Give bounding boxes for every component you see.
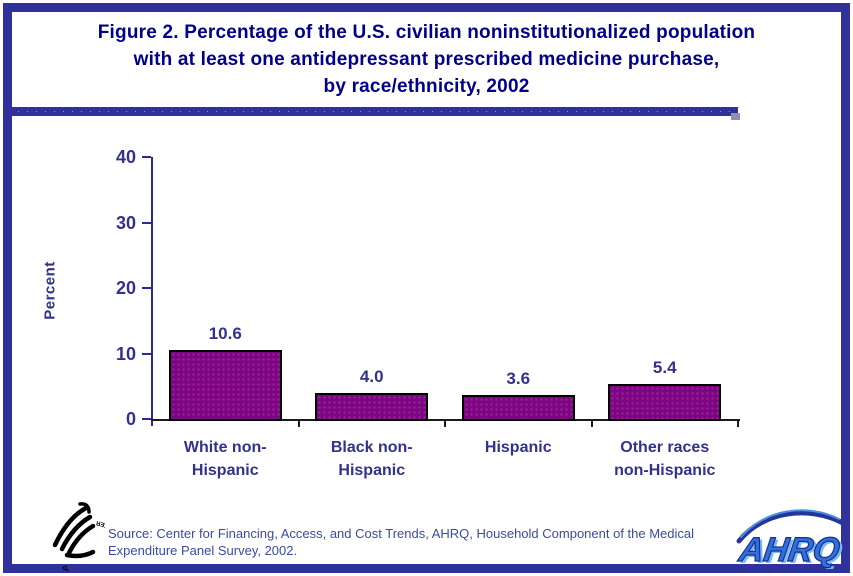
bar-value-label: 3.6: [506, 369, 531, 389]
bar-value-label: 10.6: [208, 323, 242, 343]
y-axis-tick: [142, 156, 151, 158]
ahrq-wordmark-shadow: AHRQ: [738, 533, 844, 569]
ahrq-swoosh-highlight-icon: [740, 509, 840, 538]
x-axis-tick: [297, 419, 300, 427]
figure-title: Figure 2. Percentage of the U.S. civilia…: [24, 19, 829, 100]
y-axis-tick-label: 10: [115, 343, 136, 364]
source-note: Source: Center for Financing, Access, an…: [108, 525, 748, 559]
hhs-logo: DEPARTMENT OF HEALTH & HUMAN SERVICES • …: [23, 495, 105, 571]
x-axis-tick: [590, 419, 593, 427]
x-axis-category-label: White non- Hispanic: [143, 436, 307, 482]
x-axis-tick: [444, 419, 446, 427]
hhs-eagle-icon: [52, 502, 96, 559]
title-divider-shadow: [731, 113, 740, 120]
bar-value-label: 4.0: [359, 366, 384, 386]
bar-black-non-hispanic: [315, 392, 429, 421]
y-axis-tick-label: 30: [115, 212, 136, 233]
x-axis-category-label-line: Hispanic: [191, 462, 259, 479]
x-axis-tick: [737, 419, 739, 427]
bar-other-races-non-hispanic: [608, 383, 722, 421]
ahrq-swoosh-icon: [736, 510, 846, 544]
source-note-line: Expenditure Panel Survey, 2002.: [108, 543, 298, 558]
y-axis-tick-label: 20: [115, 278, 136, 298]
y-axis-tick: [142, 418, 151, 420]
title-divider-bar: [12, 107, 738, 116]
x-axis-category-label: Hispanic: [436, 436, 600, 459]
ahrq-wordmark: AHRQ: [736, 531, 842, 569]
y-axis-tick: [142, 287, 151, 289]
x-axis-category-label-line: Hispanic: [484, 439, 552, 456]
y-axis-tick: [142, 352, 151, 355]
figure-title-line: with at least one antidepressant prescri…: [133, 49, 720, 70]
x-axis-category-label-line: White non-: [183, 439, 267, 456]
bar-white-non-hispanic: [168, 349, 282, 421]
bar-hispanic: [461, 395, 575, 421]
source-note-line: Source: Center for Financing, Access, an…: [108, 526, 695, 541]
x-axis-category-label-line: Other races: [620, 439, 710, 456]
x-axis-category-label-line: Black non-: [330, 439, 413, 456]
figure-title-line: by race/ethnicity, 2002: [323, 76, 530, 97]
y-axis-title: Percent: [41, 261, 59, 320]
y-axis-tick-label: 40: [115, 147, 136, 167]
y-axis-line: [151, 157, 153, 426]
x-axis-category-label-line: non-Hispanic: [614, 462, 716, 479]
x-axis-category-label-line: Hispanic: [338, 462, 406, 479]
ahrq-logo: AHRQ AHRQ: [735, 509, 846, 569]
y-axis-tick: [142, 221, 151, 224]
x-axis-category-label: Black non- Hispanic: [290, 436, 454, 482]
y-axis-tick-label: 0: [125, 409, 136, 429]
figure-title-line: Figure 2. Percentage of the U.S. civilia…: [97, 22, 756, 43]
bar-value-label: 5.4: [652, 357, 677, 377]
x-axis-category-label: Other races non-Hispanic: [583, 436, 747, 482]
